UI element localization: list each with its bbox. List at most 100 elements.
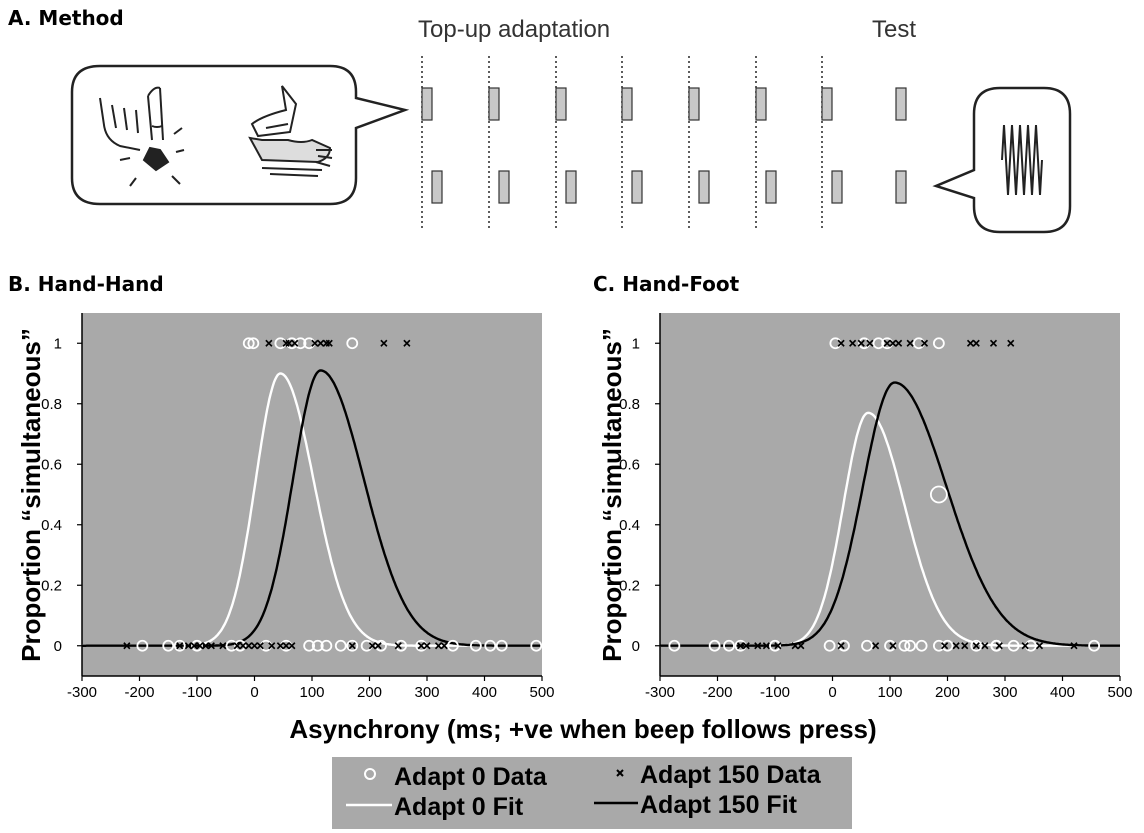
y-tick-label: 0.8 bbox=[41, 396, 62, 413]
data-point-circle bbox=[247, 337, 260, 350]
data-point-x bbox=[196, 642, 204, 650]
fit-curve bbox=[660, 381, 1120, 647]
data-point-circle bbox=[861, 639, 873, 652]
y-axis-title-c: Proportion “simultaneous” bbox=[597, 328, 627, 662]
data-point-x bbox=[380, 339, 388, 347]
legend-adapt150-fit: Adapt 150 Fit bbox=[640, 791, 797, 819]
data-point-circle bbox=[915, 639, 928, 652]
data-point-x bbox=[883, 339, 891, 347]
data-point-x bbox=[1007, 339, 1015, 347]
data-point-x bbox=[981, 642, 989, 650]
data-point-x bbox=[774, 642, 782, 650]
data-point-x bbox=[762, 642, 770, 650]
data-point-x bbox=[233, 642, 241, 650]
data-point-x bbox=[207, 642, 215, 650]
data-point-circle bbox=[446, 639, 459, 652]
x-tick-label: -100 bbox=[760, 684, 790, 701]
legend-adapt0-fit: Adapt 0 Fit bbox=[394, 793, 524, 821]
x-tick-label: -300 bbox=[67, 684, 97, 701]
data-point-x bbox=[417, 642, 425, 650]
data-point-x bbox=[317, 339, 325, 347]
data-point-x bbox=[754, 642, 762, 650]
data-point-x bbox=[311, 339, 319, 347]
x-tick-label: 400 bbox=[472, 684, 497, 701]
data-point-x bbox=[285, 339, 293, 347]
data-point-circle bbox=[1007, 639, 1020, 652]
data-point-x bbox=[872, 642, 880, 650]
data-point-circle bbox=[346, 639, 359, 652]
data-point-circle bbox=[162, 639, 175, 652]
sound-wave-icon bbox=[1001, 124, 1043, 196]
data-point-circle bbox=[838, 639, 850, 652]
data-point-x bbox=[245, 642, 253, 650]
data-point-circle bbox=[708, 639, 721, 652]
data-point-x bbox=[1021, 642, 1029, 650]
data-point-circle bbox=[346, 337, 359, 350]
x-tick-label: -200 bbox=[702, 684, 732, 701]
data-point-x bbox=[250, 642, 259, 650]
y-axis-title-b: Proportion “simultaneous” bbox=[16, 328, 46, 662]
y-tick-label: 0 bbox=[632, 638, 640, 655]
data-point-x bbox=[995, 642, 1003, 650]
data-point-circle bbox=[929, 485, 948, 504]
y-tick-label: 1 bbox=[632, 335, 640, 352]
plot-area bbox=[660, 313, 1120, 676]
data-point-x bbox=[791, 642, 799, 650]
data-point-x bbox=[895, 339, 903, 347]
data-point-x bbox=[989, 339, 998, 347]
fit-curve bbox=[82, 369, 542, 647]
data-point-circle bbox=[191, 639, 203, 652]
data-point-x bbox=[423, 642, 431, 650]
data-point-x bbox=[972, 339, 980, 347]
data-point-x bbox=[1070, 642, 1078, 650]
data-point-x bbox=[288, 642, 296, 650]
topup-adaptation-label: Top-up adaptation bbox=[418, 16, 611, 43]
data-point-circle bbox=[769, 639, 781, 652]
y-tick-label: 0.6 bbox=[41, 456, 62, 473]
data-point-x bbox=[265, 339, 273, 347]
y-tick-label: 0 bbox=[54, 638, 62, 655]
timeline-dotted-lines bbox=[421, 56, 823, 230]
data-point-x bbox=[961, 642, 969, 650]
data-point-circle bbox=[173, 639, 186, 652]
plot-area bbox=[82, 313, 542, 676]
data-point-x bbox=[972, 642, 980, 650]
x-tick-label: 0 bbox=[828, 684, 836, 701]
data-point-x bbox=[857, 339, 865, 347]
data-point-x bbox=[941, 642, 949, 650]
x-tick-label: 300 bbox=[992, 684, 1017, 701]
data-point-x bbox=[837, 642, 845, 650]
data-point-x bbox=[268, 642, 276, 650]
data-point-x bbox=[256, 642, 264, 650]
legend-circle-marker bbox=[364, 768, 376, 780]
x-tick-label: -300 bbox=[645, 684, 675, 701]
data-point-circle bbox=[668, 639, 681, 652]
beep-stimuli bbox=[431, 170, 907, 204]
test-label: Test bbox=[872, 16, 917, 43]
data-point-x bbox=[797, 642, 805, 650]
x-tick-label: -100 bbox=[182, 684, 212, 701]
data-point-x bbox=[176, 642, 184, 650]
data-point-circle bbox=[823, 639, 836, 652]
legend: Adapt 0 Data Adapt 150 Data Adapt 0 Fit … bbox=[332, 757, 852, 829]
y-tick-label: 0.8 bbox=[619, 396, 640, 413]
x-tick-label: 500 bbox=[529, 684, 554, 701]
data-point-circle bbox=[898, 639, 911, 652]
data-point-x bbox=[952, 642, 960, 650]
data-point-x bbox=[889, 642, 897, 650]
data-point-circle bbox=[334, 639, 347, 652]
data-point-circle bbox=[395, 639, 408, 652]
data-point-circle bbox=[884, 639, 896, 652]
x-tick-label: 0 bbox=[250, 684, 258, 701]
data-point-x bbox=[239, 642, 247, 650]
data-point-x bbox=[276, 642, 284, 650]
foot-press-icon bbox=[248, 85, 333, 177]
data-point-circle bbox=[990, 639, 1003, 652]
data-point-circle bbox=[375, 639, 387, 652]
data-point-circle bbox=[469, 639, 482, 652]
x-tick-label: 200 bbox=[935, 684, 960, 701]
y-tick-label: 0.4 bbox=[619, 517, 640, 534]
